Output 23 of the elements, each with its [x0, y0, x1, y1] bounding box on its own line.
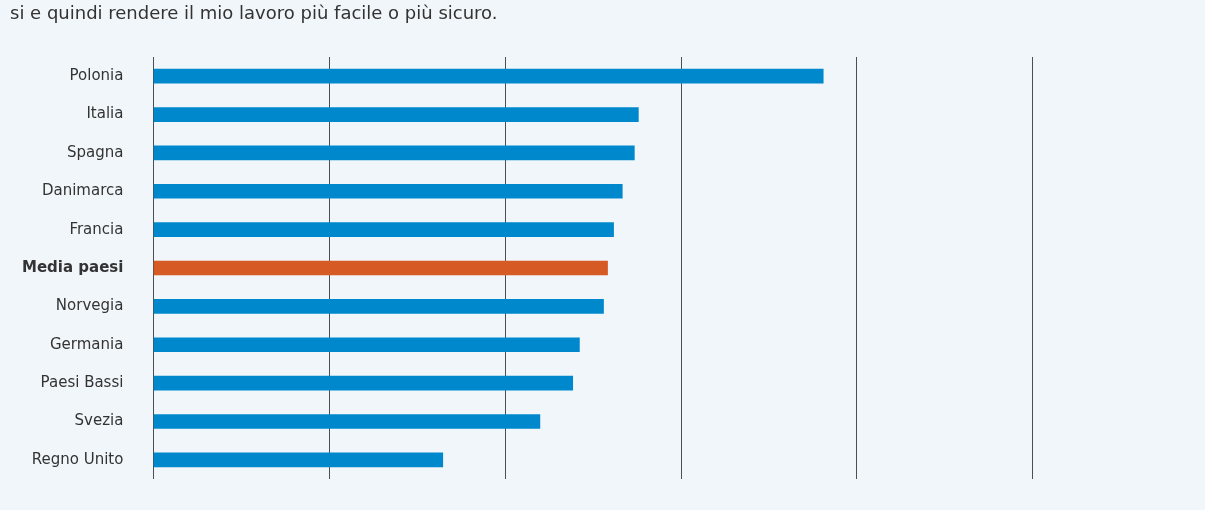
bar — [153, 222, 614, 237]
bar — [153, 260, 608, 276]
y-tick-label: Norvegia — [55, 296, 124, 315]
chart-title: si e quindi rendere il mio lavoro più facile o più sicuro. — [9, 1, 499, 25]
bar — [153, 107, 639, 122]
bar — [153, 299, 604, 314]
y-tick-label: Italia — [86, 104, 124, 123]
bar — [153, 183, 623, 199]
y-tick-label: Danimarca — [41, 181, 124, 200]
y-tick-label: Svezia — [74, 411, 124, 430]
bar — [153, 68, 824, 84]
bar — [153, 452, 444, 468]
y-tick-label: Germania — [49, 334, 124, 353]
y-tick-label: Media paesi — [21, 257, 124, 276]
bar — [153, 375, 574, 391]
y-tick-label: Paesi Bassi — [40, 372, 124, 391]
bar — [153, 145, 635, 161]
y-tick-label: Regno Unito — [31, 449, 124, 468]
y-tick-label: Spagna — [66, 142, 124, 161]
bar — [153, 414, 541, 429]
y-tick-label: Polonia — [69, 66, 124, 85]
bar — [153, 337, 580, 353]
y-tick-label: Francia — [69, 219, 124, 238]
